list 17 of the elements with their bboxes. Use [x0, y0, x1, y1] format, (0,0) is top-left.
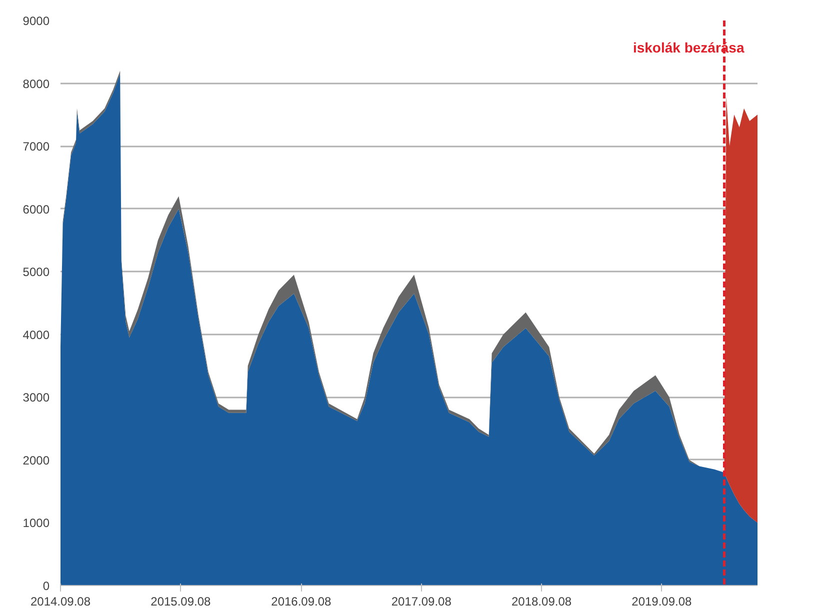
y-tick-label: 7000	[22, 140, 50, 154]
y-tick-label: 5000	[22, 265, 50, 280]
y-tick-label: 0	[42, 579, 50, 593]
x-tick-label: 2017.09.08	[391, 594, 452, 608]
y-tick-label: 6000	[22, 202, 50, 216]
x-tick-label: 2014.09.08	[30, 594, 91, 608]
y-tick-label: 2000	[22, 453, 50, 468]
y-tick-label: 8000	[22, 76, 50, 91]
x-tick-label: 2015.09.08	[150, 594, 212, 608]
x-tick-label: 2016.09.08	[271, 594, 332, 608]
y-tick-label: 9000	[22, 14, 50, 28]
x-tick-label: 2018.09.08	[511, 594, 572, 608]
y-tick-label: 4000	[22, 328, 50, 342]
y-tick-label: 1000	[22, 516, 50, 530]
y-tick-label: 3000	[22, 390, 50, 405]
ref-line-label: iskolák bezárása	[632, 40, 744, 56]
x-tick-label: 2019.09.08	[632, 594, 692, 608]
